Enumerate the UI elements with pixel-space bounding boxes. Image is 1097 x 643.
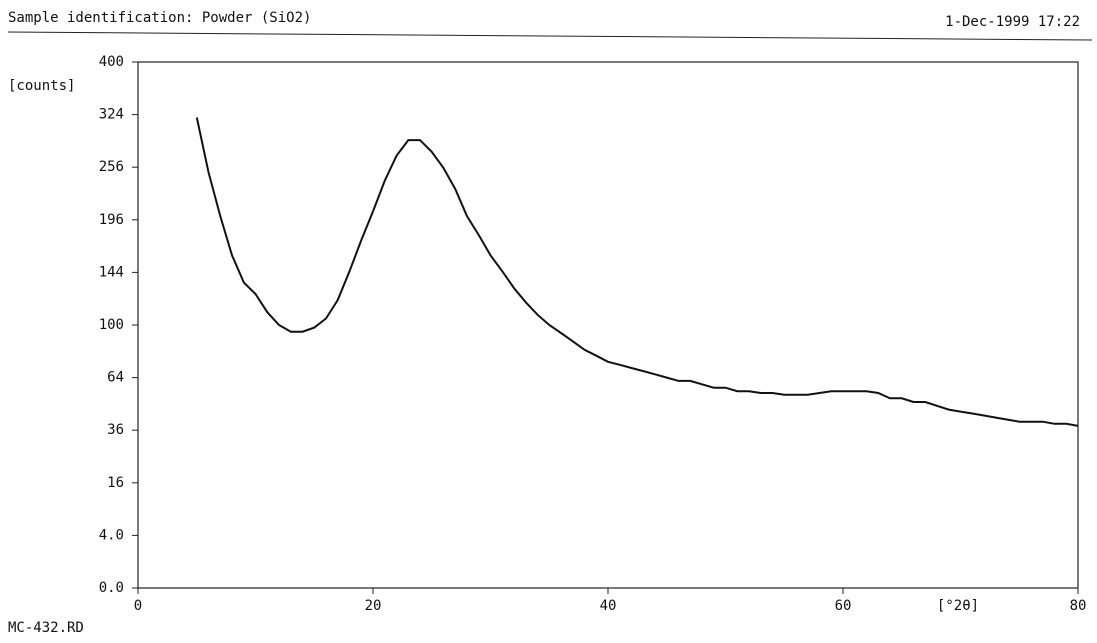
y-tick-label: 144: [99, 264, 124, 280]
chart-date: 1-Dec-1999 17:22: [945, 14, 1080, 30]
header-rule: [7, 31, 1093, 41]
footer: MC-432.RD: [8, 620, 84, 636]
y-tick-label: 36: [107, 422, 124, 438]
chart-title: Sample identification: Powder (SiO2): [8, 10, 311, 26]
y-tick-label: 64: [107, 370, 124, 386]
y-tick-label: 400: [99, 54, 124, 70]
y-axis-label: [counts]: [8, 78, 75, 94]
y-tick-label: 196: [99, 212, 124, 228]
y-tick-label: 16: [107, 475, 124, 491]
x-tick-label: 80: [1070, 598, 1087, 614]
data-line: [195, 117, 1079, 427]
x-tick-label: 20: [365, 598, 382, 614]
x-tick-label: 40: [600, 598, 617, 614]
y-tick-label: 4.0: [99, 527, 124, 543]
x-tick-label: 60: [835, 598, 852, 614]
y-tick-label: 100: [99, 317, 124, 333]
x-axis-label: [°2θ]: [937, 598, 979, 614]
y-tick-label: 256: [99, 159, 124, 175]
x-tick-label: 0: [134, 598, 142, 614]
y-tick-label: 0.0: [99, 580, 124, 596]
y-tick-label: 324: [99, 107, 124, 123]
